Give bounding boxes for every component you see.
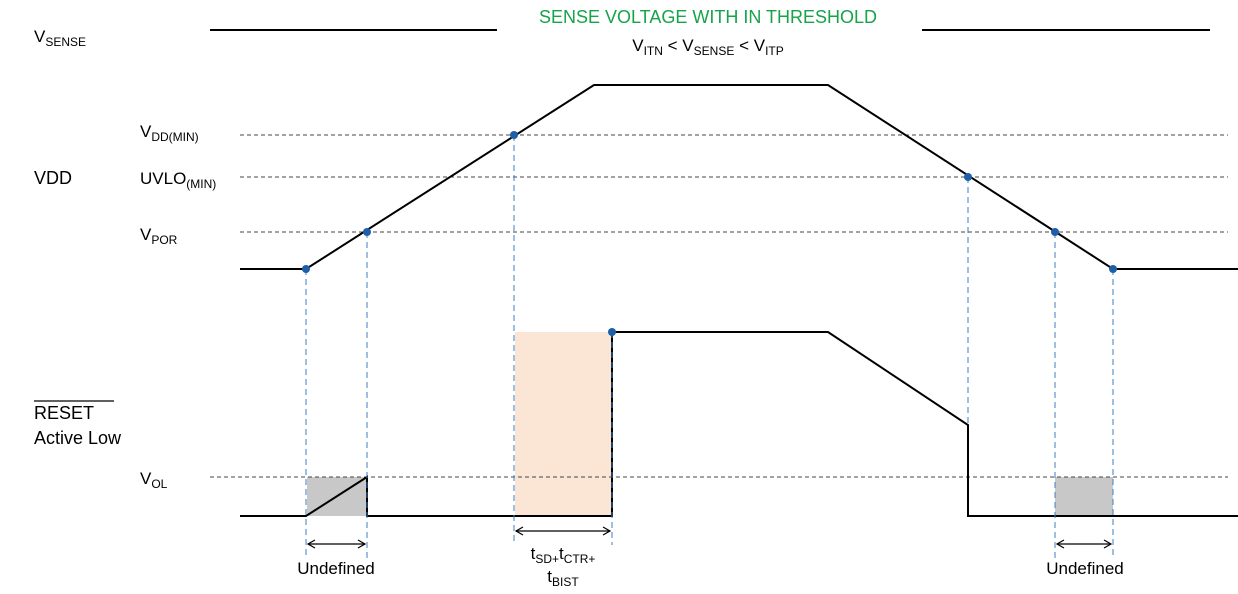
marker-reset-release: [608, 328, 616, 336]
undefined-label-right: Undefined: [1046, 559, 1124, 578]
undefined-arrow-right: [1055, 539, 1113, 549]
marker-vdd-min-rise: [510, 131, 518, 139]
vdd-waveform: [240, 84, 1238, 270]
vol-label: VOL: [140, 469, 168, 491]
delay-label-line1: tSD+tCTR+: [531, 544, 596, 566]
undefined-label-left: Undefined: [297, 559, 375, 578]
marker-vpor-fall: [1051, 228, 1059, 236]
delay-label-line2: tBIST: [547, 567, 579, 589]
uvlo-min-label: UVLO(MIN): [140, 169, 216, 191]
marker-vdd-end: [1109, 265, 1117, 273]
marker-vdd-start: [302, 265, 310, 273]
delay-arrow: [514, 526, 612, 536]
title-text: SENSE VOLTAGE WITH IN THRESHOLD: [539, 7, 877, 27]
vsense-label: VSENSE: [34, 27, 86, 49]
vdd-min-label: VDD(MIN): [140, 122, 199, 144]
marker-uvlo-fall: [964, 173, 972, 181]
marker-vpor-rise: [363, 228, 371, 236]
delay-region: [515, 332, 612, 516]
undefined-arrow-left: [306, 539, 367, 549]
reset-active-low-label: Active Low: [34, 428, 122, 448]
vdd-label: VDD: [34, 168, 72, 188]
vpor-label: VPOR: [140, 225, 178, 247]
threshold-condition: VITN < VSENSE < VITP: [632, 36, 783, 58]
reset-label: RESET: [34, 403, 94, 423]
undefined-region-right: [1055, 477, 1113, 516]
